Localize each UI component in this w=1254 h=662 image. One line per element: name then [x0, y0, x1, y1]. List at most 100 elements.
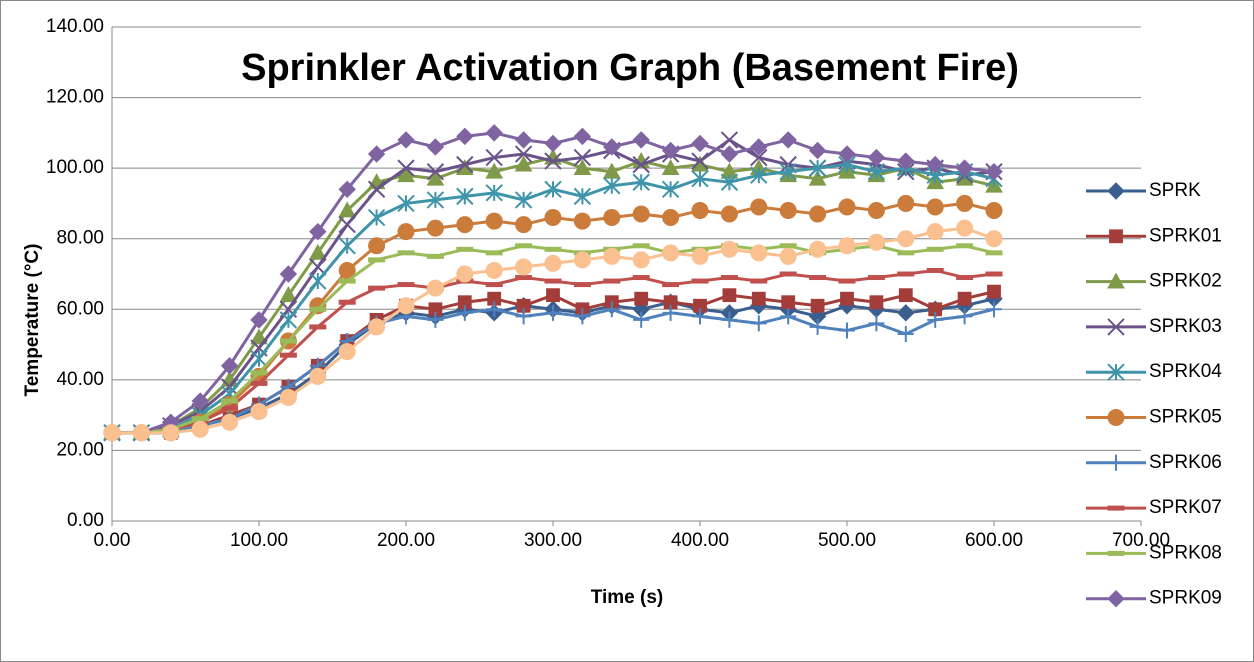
- marker: [662, 209, 680, 227]
- marker: [1107, 363, 1125, 381]
- marker: [544, 152, 562, 170]
- marker: [808, 169, 827, 186]
- marker: [634, 291, 649, 306]
- y-axis-title: Temperature (°C): [22, 244, 43, 397]
- marker: [1107, 505, 1125, 511]
- marker: [985, 271, 1003, 277]
- x-tick-label: 0.00: [94, 530, 131, 551]
- marker: [221, 405, 239, 411]
- marker: [632, 275, 650, 281]
- y-tick-label: 100.00: [46, 157, 104, 178]
- legend-label: SPRK01: [1149, 225, 1222, 246]
- marker: [662, 304, 679, 321]
- marker: [514, 155, 533, 172]
- y-tick-label: 140.00: [46, 16, 104, 37]
- marker: [515, 275, 533, 281]
- marker: [368, 318, 386, 336]
- y-tick-label: 20.00: [56, 439, 104, 460]
- marker: [691, 247, 709, 265]
- marker: [456, 304, 473, 321]
- marker: [309, 272, 327, 290]
- marker: [838, 145, 856, 163]
- marker: [250, 380, 268, 386]
- marker: [809, 205, 827, 223]
- marker: [515, 258, 533, 276]
- marker: [250, 311, 268, 329]
- marker: [956, 194, 974, 212]
- marker: [544, 180, 562, 199]
- marker: [897, 325, 914, 342]
- marker: [367, 145, 386, 163]
- marker: [309, 258, 327, 276]
- marker: [544, 246, 562, 252]
- marker: [162, 424, 180, 442]
- marker: [279, 352, 297, 358]
- marker: [250, 370, 268, 376]
- marker: [985, 230, 1003, 248]
- marker: [985, 201, 1003, 219]
- chart-title: Sprinkler Activation Graph (Basement Fir…: [241, 47, 1019, 89]
- marker: [898, 288, 913, 303]
- marker: [720, 173, 739, 191]
- marker: [309, 306, 327, 312]
- marker: [368, 237, 386, 255]
- marker: [191, 420, 209, 438]
- marker: [751, 291, 766, 306]
- marker: [397, 159, 415, 177]
- marker: [926, 267, 944, 273]
- marker: [632, 251, 650, 269]
- marker: [986, 301, 1002, 318]
- marker: [633, 311, 650, 328]
- marker: [426, 138, 445, 156]
- marker: [573, 282, 591, 288]
- marker: [603, 301, 620, 318]
- marker: [426, 279, 444, 297]
- y-tick-label: 40.00: [56, 369, 104, 390]
- marker: [750, 315, 767, 332]
- marker: [603, 278, 621, 284]
- legend: SPRK SPRK01 SPRK02 SPRK03 SPRK04 SPRK05 SPRK06…: [1086, 180, 1222, 609]
- marker: [720, 240, 738, 258]
- marker: [838, 198, 856, 216]
- marker: [221, 398, 239, 404]
- marker: [927, 311, 944, 328]
- marker: [661, 159, 680, 176]
- marker: [544, 278, 562, 284]
- marker: [926, 198, 944, 216]
- marker: [485, 282, 503, 288]
- marker: [779, 243, 797, 249]
- legend-label: SPRK06: [1149, 452, 1222, 473]
- marker: [338, 278, 356, 284]
- marker: [987, 284, 1001, 299]
- marker: [720, 205, 738, 223]
- marker: [897, 194, 915, 212]
- marker: [485, 212, 503, 230]
- marker: [426, 191, 445, 209]
- marker: [868, 315, 885, 332]
- marker: [809, 318, 826, 335]
- legend-label: SPRK07: [1149, 497, 1222, 518]
- marker: [632, 155, 650, 174]
- marker: [456, 155, 474, 174]
- marker: [514, 145, 533, 163]
- marker: [485, 250, 503, 256]
- marker: [750, 148, 768, 167]
- grid: 0.00 20.00 40.00 60.00 80.00 100.00 120.00 140.…: [46, 16, 1170, 551]
- marker: [721, 311, 738, 328]
- marker: [426, 253, 444, 259]
- marker: [485, 124, 503, 142]
- marker: [397, 194, 415, 213]
- x-tick-label: 700.00: [1112, 530, 1170, 551]
- marker: [250, 328, 268, 345]
- marker: [338, 237, 356, 255]
- marker: [574, 308, 591, 325]
- marker: [515, 216, 533, 234]
- marker: [456, 187, 474, 206]
- marker: [780, 308, 797, 325]
- marker: [722, 288, 737, 303]
- marker: [897, 250, 915, 256]
- marker: [691, 152, 709, 170]
- marker: [603, 138, 621, 156]
- marker: [867, 201, 885, 219]
- marker: [603, 209, 621, 227]
